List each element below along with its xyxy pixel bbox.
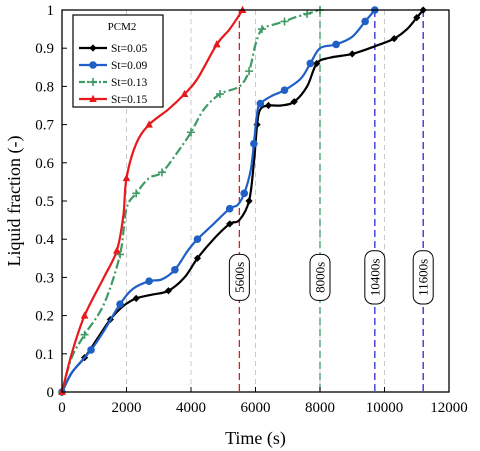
legend-item-0: St=0.05 (79, 43, 147, 55)
series-2-point-20 (303, 9, 312, 18)
legend-title: PCM2 (108, 21, 137, 33)
x-tick-label-5: 10000 (366, 400, 404, 416)
completion-label-text-2: 10400s (367, 259, 382, 297)
data-series (58, 5, 427, 396)
legend-box (72, 14, 164, 108)
series-0-point-24 (348, 50, 356, 58)
series-0-point-26 (390, 35, 398, 43)
series-1-point-20 (280, 86, 289, 95)
legend-marker-1 (89, 61, 97, 69)
series-2-point-2 (80, 330, 89, 339)
series-1-point-6 (145, 277, 153, 286)
x-axis-title: Time (s) (225, 428, 286, 449)
series-1-point-18 (256, 99, 265, 108)
y-tick-label-4: 0.4 (35, 232, 54, 248)
completion-label-box-3 (412, 250, 434, 305)
legend-item-1: St=0.09 (79, 60, 147, 72)
series-0-point-8 (164, 287, 173, 295)
series-1-point-26 (361, 17, 369, 26)
series-1-point-14 (240, 189, 249, 198)
series-1-point-4 (116, 300, 124, 308)
series-0-point-14 (245, 197, 253, 205)
y-tick-label-5: 0.5 (35, 194, 54, 210)
series-3 (58, 5, 247, 395)
x-tick-label-6: 12000 (430, 400, 468, 416)
series-1-point-16 (250, 139, 258, 148)
series-1-point-12 (225, 204, 234, 213)
series-3-point-12 (213, 40, 221, 48)
legend-label-1: St=0.09 (111, 60, 147, 72)
series-2-point-10 (187, 128, 195, 137)
y-tick-label-8: 0.8 (35, 79, 54, 95)
legend-label-0: St=0.05 (111, 43, 147, 55)
y-tick-label-10: 1 (47, 3, 55, 19)
series-2 (58, 6, 324, 396)
series-line-1 (61, 9, 376, 393)
completion-time-lines: 5600s 8000s 10400s 11600s (228, 10, 434, 392)
series-1 (58, 6, 379, 396)
legend-marker-0 (89, 44, 97, 52)
y-tick-label-7: 0.7 (35, 118, 54, 134)
y-tick-label-9: 0.9 (35, 41, 54, 57)
series-1-point-22 (306, 59, 315, 68)
y-tick-label-2: 0.2 (35, 309, 54, 325)
x-tick-label-4: 8000 (305, 400, 335, 416)
series-0-point-20 (290, 98, 298, 106)
series-1-point-10 (193, 235, 202, 243)
completion-label-box-2 (364, 250, 386, 305)
series-0-point-10 (193, 254, 202, 262)
y-axis-title: Liquid fraction (-) (4, 136, 25, 267)
x-tick-label-3: 6000 (241, 400, 271, 416)
x-tick-label-1: 2000 (112, 400, 142, 416)
series-3-point-2 (80, 311, 89, 319)
legend-item-2: St=0.13 (79, 77, 147, 89)
series-3-point-10 (180, 89, 189, 98)
series-2-point-6 (132, 189, 141, 198)
series-3-point-8 (145, 120, 153, 128)
legend-marker-3 (89, 94, 97, 102)
series-3-point-4 (113, 246, 121, 254)
legend-label-2: St=0.13 (111, 77, 147, 89)
x-tick-label-0: 0 (58, 400, 66, 416)
legend-item-3: St=0.15 (79, 94, 147, 106)
series-2-point-12 (216, 90, 225, 99)
legend-marker-2 (89, 78, 97, 86)
legend: PCM2 St=0.05 St=0.09 St=0.13 St=0.15 (72, 14, 164, 108)
series-2-point-8 (157, 168, 166, 177)
series-0-point-12 (226, 220, 234, 228)
legend-items: St=0.05 St=0.09 St=0.13 St=0.15 (79, 43, 147, 106)
completion-label-box-0 (228, 253, 250, 301)
grid-lines (126, 10, 385, 392)
series-1-point-24 (332, 40, 340, 49)
series-0-point-6 (132, 294, 140, 303)
y-tick-label-3: 0.3 (35, 270, 54, 286)
series-0-point-22 (313, 59, 321, 68)
series-0-point-18 (264, 101, 272, 110)
series-2-point-14 (245, 67, 254, 76)
y-tick-label-6: 0.6 (35, 156, 54, 172)
series-line-3 (60, 9, 244, 393)
series-1-point-2 (87, 346, 95, 354)
series-0-point-28 (413, 14, 421, 22)
completion-label-3: 11600s (412, 250, 434, 305)
completion-label-2: 10400s (364, 250, 386, 305)
y-tick-label-0: 0 (47, 385, 55, 401)
completion-label-0: 5600s (228, 253, 250, 301)
series-3-point-6 (122, 173, 131, 182)
series-2-point-16 (257, 25, 266, 34)
series-1-point-8 (171, 265, 179, 274)
completion-label-text-3: 11600s (416, 259, 431, 296)
legend-label-3: St=0.15 (111, 94, 147, 106)
y-tick-label-1: 0.1 (35, 347, 54, 363)
series-2-point-4 (116, 250, 125, 259)
completion-label-text-1: 8000s (313, 262, 328, 293)
completion-label-1: 8000s (309, 253, 331, 301)
completion-label-text-0: 5600s (232, 262, 247, 293)
series-2-point-18 (280, 17, 289, 26)
x-tick-label-2: 4000 (176, 400, 206, 416)
series-line-2 (60, 8, 321, 393)
completion-label-box-1 (309, 253, 331, 301)
axes: 0 2000 4000 6000 8000 10000 12000 0 0.1 0.2 0.3 0.4… (35, 3, 468, 416)
